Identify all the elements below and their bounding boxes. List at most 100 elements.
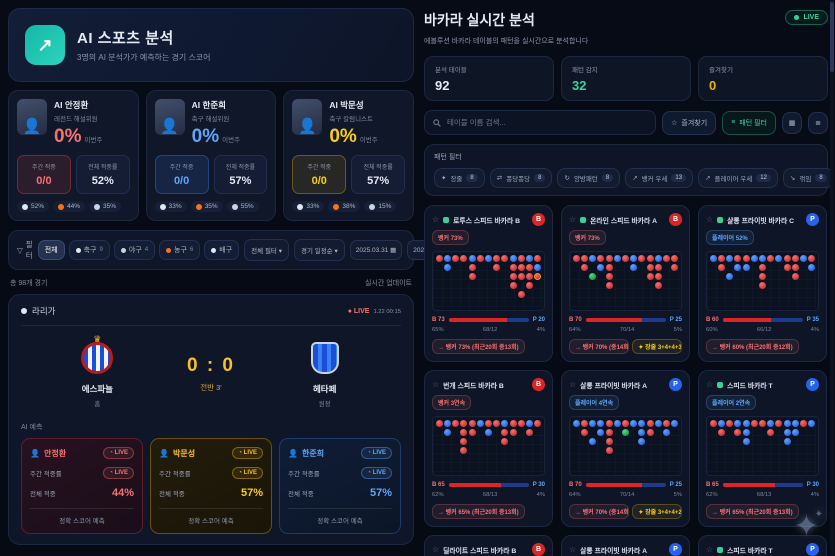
road-cell <box>630 446 638 455</box>
weekly-hit-value: 0/0 <box>36 175 52 187</box>
pattern-chip-뱅커 우세[interactable]: ↗ 뱅커 우세 13 <box>625 168 694 188</box>
sort-select[interactable]: 경기 일정순 ▾ <box>293 239 345 261</box>
pattern-chip-양방패턴[interactable]: ↻ 양방패턴 8 <box>557 168 621 188</box>
road-cell <box>791 254 799 263</box>
road-cell <box>572 455 580 464</box>
baccarat-table-card[interactable]: ☆ 스피드 바카라 T P 플레이어 2연속 B 65 P 30 62% 68/13 4% → 뱅… <box>698 370 827 527</box>
ratio-bar-fill <box>722 318 771 322</box>
baccarat-table-card[interactable]: ☆ 샬롱 프라이빗 바카라 C P 플레이어 52% B 60 P 35 60% 66/12 4… <box>698 205 827 362</box>
road-cell <box>663 428 671 437</box>
road-pearl-B <box>534 420 542 427</box>
road-pearl-B <box>663 420 671 427</box>
total-accuracy-label: 전체 적중률 <box>88 165 118 171</box>
sport-chip-축구[interactable]: 축구 9 <box>68 240 110 260</box>
road-cell <box>734 428 742 437</box>
road-row <box>572 419 679 428</box>
star-icon[interactable]: ☆ <box>432 380 440 389</box>
road-cell <box>517 464 525 473</box>
road-pearl-B <box>671 264 679 271</box>
weekly-accuracy-row: 주간 적중률 ◔ LIVE <box>288 467 392 479</box>
analyst-card[interactable]: 👤 AI 박문성 축구 칼럼니스트 0% 이번주 주간 적중 0/0 전체 적중률 57% 33%… <box>283 90 415 221</box>
star-icon[interactable]: ☆ <box>706 380 714 389</box>
prediction-card[interactable]: 👤 박문성 ◔ LIVE 주간 적중률 ◔ LIVE 전체 적중 57% 정확 스코어 예측 <box>150 438 272 534</box>
analyst-card[interactable]: 👤 AI 한준희 축구 해설위원 0% 이번주 주간 적중 0/0 전체 적중률 57% 33% 3… <box>145 90 277 221</box>
table-card-header: ☆ 딜라이트 스피드 바카라 B B <box>432 543 545 556</box>
scrollbar[interactable] <box>830 0 834 556</box>
road-pearl-B <box>460 420 468 427</box>
pattern-chip-꺾임[interactable]: ↘ 꺾임 8 <box>782 168 834 188</box>
pattern-chip-퐁당퐁당[interactable]: ⇄ 퐁당퐁당 8 <box>489 168 553 188</box>
road-cell <box>671 419 679 428</box>
sport-chip-농구[interactable]: 농구 6 <box>159 240 201 260</box>
grid-view-button[interactable]: ▦ <box>782 111 802 134</box>
pattern-chip-플레이어 우세[interactable]: ↗ 플레이어 우세 12 <box>698 168 778 188</box>
pattern-tags: → 뱅커 65% (최근20회 중13회) <box>432 504 545 519</box>
road-pearl-B <box>517 273 525 280</box>
road-cell <box>443 299 451 308</box>
road-cell <box>742 464 750 473</box>
road-pearl-B <box>717 429 725 436</box>
sport-chip-전체[interactable]: 전체 <box>37 240 65 260</box>
baccarat-table-card[interactable]: ☆ 로투스 스피드 바카라 B B 뱅커 73% B 73 P 20 65% 68/12 4% →… <box>424 205 553 362</box>
road-cell <box>605 428 613 437</box>
road-pearl-B <box>767 429 775 436</box>
road-pearl-P <box>750 255 758 262</box>
road-cell <box>605 272 613 281</box>
sport-accuracy-badge: 44% <box>53 201 86 212</box>
analyst-card[interactable]: 👤 AI 안정환 레전드 해설위원 0% 이번주 주간 적중 0/0 전체 적중률 52% 52%… <box>8 90 139 221</box>
road-pearl-B <box>663 255 671 262</box>
star-icon[interactable]: ☆ <box>432 215 440 224</box>
date-from-input[interactable]: 2025.03.31 ▦ <box>349 240 403 260</box>
star-icon[interactable]: ☆ <box>706 215 714 224</box>
stat-left: 62% <box>432 492 444 498</box>
road-cell <box>734 272 742 281</box>
prediction-card[interactable]: 👤 한준희 ◔ LIVE 주간 적중률 ◔ LIVE 전체 적중 57% 정확 스코어 예측 <box>279 438 401 534</box>
road-cell <box>709 455 717 464</box>
list-view-button[interactable]: ≣ <box>808 111 828 134</box>
league-filter-select[interactable]: 전체 필터 ▾ <box>244 239 289 261</box>
star-icon[interactable]: ☆ <box>706 545 714 554</box>
baccarat-table-card[interactable]: ☆ 살롱 프라이빗 바카라 A P 플레이어 4연속 B 70 P 25 64% 70/14 5… <box>561 370 690 527</box>
road-cell <box>638 263 646 272</box>
prediction-card[interactable]: 👤 안정환 ◔ LIVE 주간 적중률 ◔ LIVE 전체 적중 44% 정확 스코어 예측 <box>21 438 143 534</box>
table-name: 스피드 바카라 T <box>727 382 773 390</box>
table-search-input[interactable]: 테이블 이름 검색... <box>424 110 657 135</box>
road-cell <box>734 437 742 446</box>
favorites-button[interactable]: ☆ 즐겨찾기 <box>662 110 717 135</box>
baccarat-stats: 분석 테이블 92 패턴 감지 32 즐겨찾기 0 <box>424 56 828 101</box>
stat-right: 4% <box>810 492 819 498</box>
match-card[interactable]: 라리가 ● LIVE 1.22 00:15 ♛ 에스파뇰 홈 0 : 0 전반 3… <box>8 294 414 545</box>
scrollbar-thumb[interactable] <box>830 2 834 72</box>
star-icon[interactable]: ☆ <box>432 545 440 554</box>
sport-chip-배구[interactable]: 배구 <box>204 240 240 260</box>
road-cell <box>476 455 484 464</box>
road-cell <box>654 299 662 308</box>
predictor-name: 👤 박문성 <box>159 448 196 458</box>
road-pearl-B <box>734 255 742 262</box>
baccarat-table-card[interactable]: ☆ 온라인 스피드 바카라 A B 뱅커 73% B 70 P 25 64% 70/14 5% →… <box>561 205 690 362</box>
home-team-side: 홈 <box>94 401 101 408</box>
sport-chip-야구[interactable]: 야구 4 <box>113 240 156 260</box>
road-cell <box>484 272 492 281</box>
road-pearl-B <box>517 255 525 262</box>
star-icon[interactable]: ☆ <box>569 380 577 389</box>
baccarat-table-card[interactable]: ☆ 번개 스피드 바카라 B B 뱅커 3연속 B 65 P 30 62% 68/13 4% → … <box>424 370 553 527</box>
star-icon[interactable]: ☆ <box>569 545 577 554</box>
analyst-role: 레전드 해설위원 <box>54 116 98 123</box>
star-icon[interactable]: ☆ <box>569 215 577 224</box>
analyst-top: 👤 AI 박문성 축구 칼럼니스트 0% 이번주 <box>292 99 405 148</box>
match-body: ♛ 에스파뇰 홈 0 : 0 전반 3' 헤타페 원정 <box>21 326 401 420</box>
road-cell <box>435 464 443 473</box>
pattern-chip-장줄[interactable]: ✦ 장줄 8 <box>434 168 485 188</box>
player-pct: P 25 <box>669 482 682 488</box>
road-cell <box>517 254 525 263</box>
pattern-filter-button[interactable]: ≡ 패턴 필터 <box>722 110 776 135</box>
road-cell <box>630 299 638 308</box>
road-cell <box>646 419 654 428</box>
road-row <box>435 272 542 281</box>
road-cell <box>435 272 443 281</box>
